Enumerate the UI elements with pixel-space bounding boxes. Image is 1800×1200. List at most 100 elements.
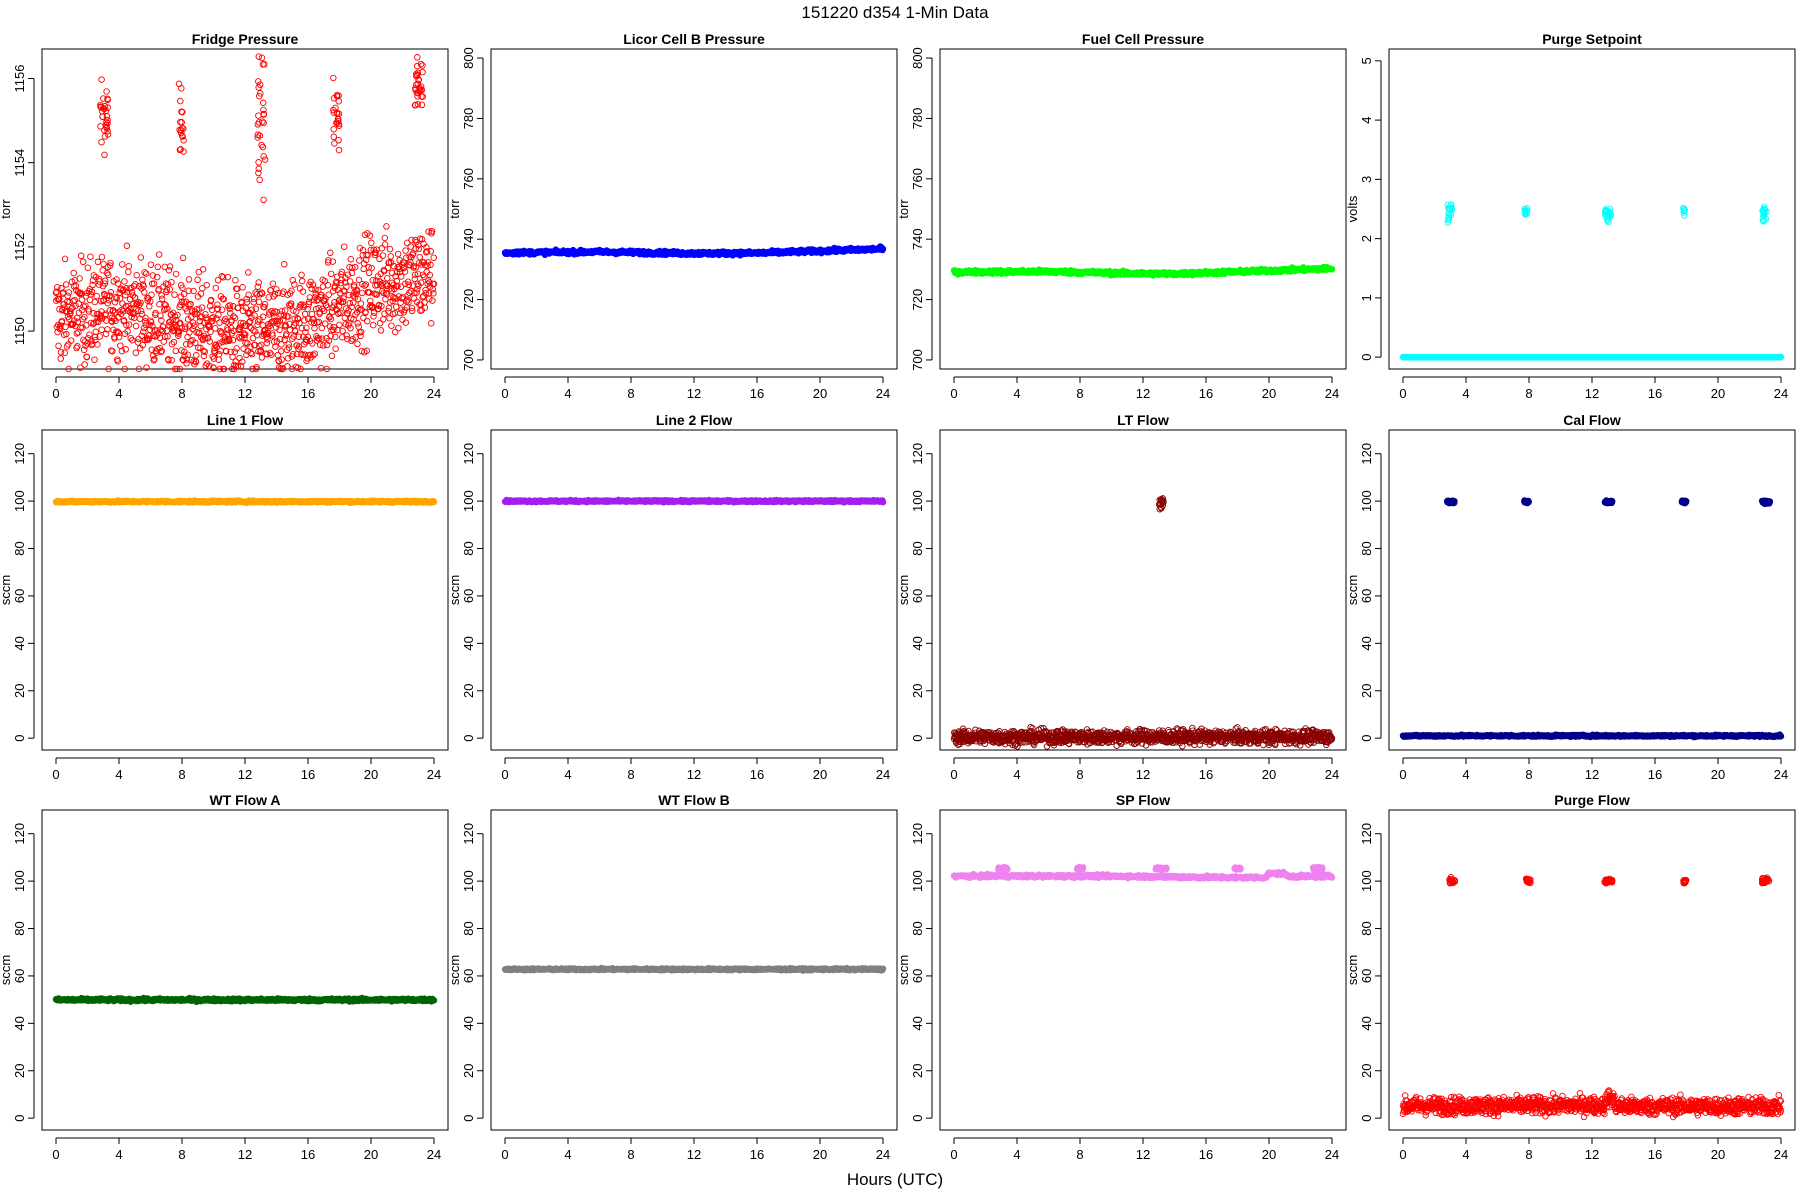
- data-point: [98, 76, 105, 83]
- data-point: [100, 105, 108, 113]
- data-point: [55, 342, 62, 350]
- x-tick-label: 4: [1462, 386, 1469, 401]
- data-point: [335, 146, 343, 154]
- data-point: [100, 95, 107, 102]
- y-tick-label: 40: [12, 636, 27, 650]
- x-axis: 0 4 8 12 16 20 24: [52, 376, 441, 401]
- data-point: [78, 306, 86, 314]
- data-point: [104, 299, 111, 307]
- data-point: [330, 106, 337, 114]
- y-tick-label: 3: [1359, 176, 1374, 183]
- x-tick-label: 24: [876, 767, 890, 782]
- data-point: [379, 287, 386, 295]
- data-point: [359, 246, 367, 254]
- y-tick-label: 700: [910, 349, 925, 371]
- data-point: [363, 317, 371, 325]
- y-tick-label: 800: [461, 47, 476, 69]
- page-title: 151220 d354 1-Min Data: [801, 3, 989, 22]
- data-point: [327, 249, 334, 257]
- data-point: [270, 338, 278, 346]
- data-point: [169, 316, 176, 323]
- data-point: [368, 239, 375, 247]
- data-point: [178, 119, 185, 126]
- data-point: [373, 291, 381, 298]
- data-point: [65, 289, 73, 296]
- data-point: [405, 298, 412, 306]
- data-point: [141, 336, 149, 344]
- data-point: [255, 279, 262, 286]
- data-point: [343, 332, 350, 339]
- data-point: [286, 320, 293, 328]
- data-point: [151, 355, 158, 363]
- data-point: [380, 289, 387, 297]
- data-point: [360, 260, 368, 267]
- data-point: [129, 292, 137, 299]
- data-point: [291, 281, 298, 288]
- data-point: [366, 232, 374, 239]
- data-point: [879, 245, 887, 253]
- data-point: [417, 60, 425, 68]
- data-point: [411, 271, 419, 278]
- x-tick-label: 12: [687, 767, 701, 782]
- data-point: [247, 349, 255, 357]
- data-point: [132, 322, 140, 330]
- data-point: [315, 318, 323, 326]
- data-point: [200, 347, 207, 355]
- data-point: [427, 261, 434, 269]
- data-point: [387, 253, 395, 260]
- data-point: [369, 276, 377, 284]
- data-point: [104, 127, 111, 135]
- data-point: [209, 314, 217, 321]
- x-axis: 0 4 8 12 16 20 24: [501, 376, 890, 401]
- data-point: [148, 291, 155, 299]
- data-point: [277, 311, 285, 318]
- data-point: [414, 54, 421, 61]
- data-point: [312, 286, 319, 293]
- data-point: [218, 306, 226, 313]
- data-point: [265, 294, 273, 301]
- data-point: [128, 288, 136, 296]
- data-point: [184, 351, 192, 359]
- data-point: [391, 310, 399, 317]
- plot-frame: [41, 48, 449, 370]
- data-point: [185, 276, 193, 283]
- data-point: [137, 254, 145, 261]
- data-point: [101, 151, 108, 159]
- data-point: [98, 253, 106, 261]
- data-point: [145, 336, 152, 343]
- data-point: [228, 316, 235, 324]
- data-point: [142, 314, 149, 322]
- data-point: [78, 296, 86, 303]
- data-point: [80, 346, 88, 354]
- data-point: [104, 95, 111, 102]
- data-point: [369, 303, 376, 310]
- data-point: [158, 347, 166, 355]
- data-point: [397, 299, 404, 306]
- data-point: [305, 301, 313, 308]
- data-point: [318, 335, 326, 342]
- y-tick-label: 100: [12, 490, 27, 512]
- data-point: [252, 305, 260, 313]
- data-point: [216, 340, 223, 347]
- data-point: [411, 102, 419, 109]
- data-point: [367, 297, 374, 305]
- x-tick-label: 12: [238, 767, 252, 782]
- data-point: [137, 307, 145, 315]
- data-points: [950, 263, 1336, 279]
- data-point: [152, 309, 159, 317]
- data-point: [159, 327, 166, 335]
- data-point: [355, 276, 363, 284]
- data-point: [370, 313, 377, 320]
- data-point: [179, 133, 187, 140]
- data-point: [281, 307, 289, 314]
- x-tick-label: 4: [115, 386, 122, 401]
- data-point: [340, 243, 348, 250]
- data-point: [161, 333, 169, 340]
- data-point: [382, 289, 390, 297]
- x-tick-label: 4: [115, 767, 122, 782]
- data-point: [354, 320, 361, 327]
- data-point: [414, 93, 421, 100]
